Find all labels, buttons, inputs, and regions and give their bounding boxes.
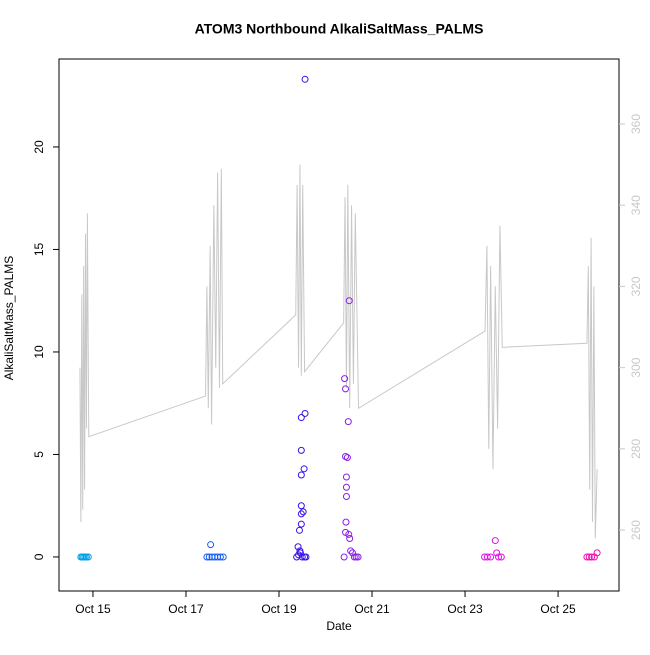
data-point bbox=[352, 553, 360, 561]
data-point bbox=[588, 553, 596, 561]
x-tick-label: Oct 17 bbox=[168, 602, 204, 616]
data-point bbox=[203, 553, 211, 561]
data-point bbox=[345, 297, 353, 305]
data-point bbox=[495, 553, 503, 561]
data-point bbox=[487, 553, 495, 561]
data-point bbox=[207, 541, 215, 549]
data-point bbox=[346, 535, 354, 543]
data-point bbox=[350, 553, 358, 561]
data-point bbox=[344, 418, 352, 426]
data-point bbox=[497, 553, 505, 561]
y-tick-label: 5 bbox=[32, 451, 46, 458]
data-point bbox=[298, 553, 306, 561]
data-point bbox=[300, 465, 308, 473]
data-point bbox=[493, 549, 501, 557]
data-point bbox=[299, 508, 307, 516]
y-tick-label: 20 bbox=[32, 140, 46, 154]
x-tick-label: Oct 21 bbox=[354, 602, 390, 616]
chart-title: ATOM3 Northbound AlkaliSaltMass_PALMS bbox=[195, 21, 484, 37]
data-point bbox=[297, 471, 305, 479]
y-tick-label: 0 bbox=[32, 553, 46, 560]
data-point bbox=[296, 549, 304, 557]
x-axis-label: Date bbox=[326, 619, 352, 633]
data-point bbox=[341, 375, 349, 383]
data-point bbox=[297, 502, 305, 510]
data-point bbox=[297, 414, 305, 422]
y2-tick-label: 300 bbox=[629, 357, 643, 377]
x-tick-label: Oct 25 bbox=[540, 602, 576, 616]
data-point bbox=[342, 473, 350, 481]
data-line bbox=[79, 164, 598, 539]
data-point bbox=[301, 409, 309, 417]
data-point bbox=[343, 454, 351, 462]
y2-tick-label: 360 bbox=[629, 114, 643, 134]
x-tick-label: Oct 23 bbox=[447, 602, 483, 616]
data-point bbox=[294, 543, 302, 551]
data-point bbox=[491, 537, 499, 545]
data-point bbox=[347, 547, 355, 555]
data-point bbox=[297, 446, 305, 454]
data-point bbox=[340, 553, 348, 561]
y2-tick-label: 340 bbox=[629, 195, 643, 215]
y-tick-label: 15 bbox=[32, 242, 46, 256]
data-point bbox=[342, 518, 350, 526]
y2-tick-label: 320 bbox=[629, 276, 643, 296]
data-point bbox=[483, 553, 491, 561]
data-point bbox=[82, 553, 90, 561]
data-point bbox=[84, 553, 92, 561]
data-point bbox=[295, 526, 303, 534]
data-point bbox=[295, 551, 303, 559]
y2-tick-label: 280 bbox=[629, 439, 643, 459]
plot-frame bbox=[58, 58, 620, 592]
y-tick-label: 10 bbox=[32, 345, 46, 359]
x-tick-label: Oct 15 bbox=[75, 602, 111, 616]
x-tick-label: Oct 19 bbox=[261, 602, 297, 616]
data-point bbox=[301, 75, 309, 83]
data-point bbox=[348, 549, 356, 557]
data-point bbox=[219, 553, 227, 561]
data-point bbox=[216, 553, 224, 561]
y-axis-label: AlkaliSaltMass_PALMS bbox=[2, 256, 16, 381]
data-point bbox=[297, 520, 305, 528]
data-point bbox=[342, 483, 350, 491]
data-point bbox=[297, 510, 305, 518]
y2-tick-label: 260 bbox=[629, 520, 643, 540]
data-point bbox=[345, 530, 353, 538]
data-point bbox=[342, 385, 350, 393]
data-point bbox=[342, 492, 350, 500]
data-point bbox=[585, 553, 593, 561]
data-point bbox=[302, 553, 310, 561]
data-point bbox=[583, 553, 591, 561]
data-point bbox=[593, 549, 601, 557]
data-point bbox=[354, 553, 362, 561]
